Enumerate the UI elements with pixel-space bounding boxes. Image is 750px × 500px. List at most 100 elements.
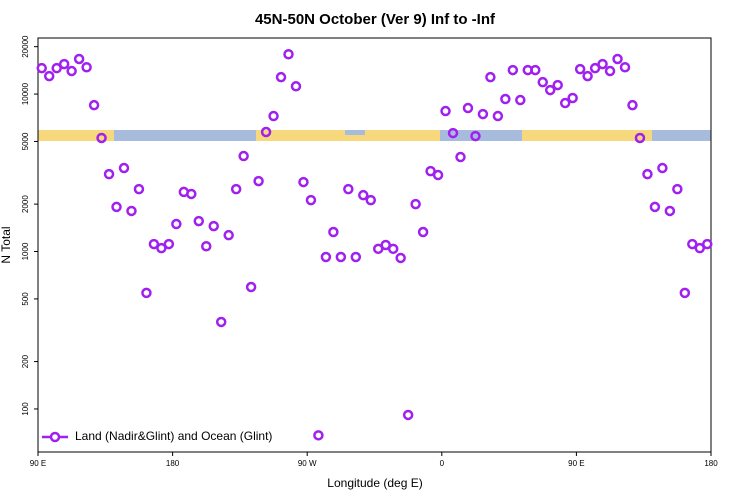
data-point xyxy=(58,58,70,70)
data-point xyxy=(283,48,294,60)
data-point xyxy=(432,169,444,181)
data-point xyxy=(275,71,287,83)
data-point xyxy=(447,127,459,139)
data-point xyxy=(305,194,317,206)
data-point xyxy=(604,65,616,77)
data-point xyxy=(358,189,369,201)
data-point xyxy=(186,188,197,200)
data-point xyxy=(133,183,145,195)
land-band xyxy=(256,130,440,141)
y-tick-label: 500 xyxy=(21,292,30,306)
data-point xyxy=(679,287,691,299)
data-point xyxy=(223,229,234,241)
data-point xyxy=(245,281,257,293)
ocean-band xyxy=(345,130,365,135)
data-point xyxy=(268,110,279,122)
data-point xyxy=(455,151,466,163)
data-point xyxy=(694,242,706,254)
data-point xyxy=(320,251,332,263)
data-point xyxy=(156,242,167,254)
data-point xyxy=(171,218,182,230)
data-point xyxy=(567,92,578,104)
x-tick-label: 90 W xyxy=(298,459,317,468)
data-point xyxy=(477,108,489,120)
data-point xyxy=(582,70,593,82)
data-point xyxy=(470,130,481,142)
data-point xyxy=(193,215,205,227)
data-point xyxy=(36,62,47,74)
land-band xyxy=(522,130,652,141)
data-point xyxy=(507,64,519,76)
data-point xyxy=(73,53,85,65)
data-point xyxy=(515,94,526,106)
data-point xyxy=(387,243,399,255)
data-point xyxy=(492,110,504,122)
legend-label: Land (Nadir&Glint) and Ocean (Glint) xyxy=(75,429,272,443)
data-point xyxy=(544,84,556,96)
data-point xyxy=(664,205,676,217)
data-point xyxy=(627,99,638,111)
data-point xyxy=(43,70,55,82)
y-axis-label: N Total xyxy=(0,226,13,263)
y-tick-label: 5000 xyxy=(21,132,30,150)
data-point xyxy=(687,238,698,250)
data-point xyxy=(201,241,212,252)
data-point xyxy=(328,226,339,238)
data-point xyxy=(589,62,601,74)
data-point xyxy=(111,201,122,213)
x-tick-label: 180 xyxy=(704,459,718,468)
data-point xyxy=(642,168,653,180)
data-point xyxy=(350,251,362,263)
data-point xyxy=(253,175,264,187)
data-point xyxy=(530,64,541,76)
data-point xyxy=(619,61,631,73)
x-tick-label: 0 xyxy=(440,459,445,468)
data-point xyxy=(51,62,62,74)
data-point xyxy=(365,194,377,206)
data-point xyxy=(612,53,623,65)
data-point xyxy=(118,162,130,174)
data-point xyxy=(88,99,100,111)
data-point xyxy=(672,183,683,195)
data-point xyxy=(313,430,324,441)
data-point xyxy=(649,201,661,213)
data-point xyxy=(537,76,548,88)
data-point xyxy=(148,238,160,250)
data-point xyxy=(500,93,511,105)
data-point xyxy=(410,198,421,210)
y-tick-label: 10000 xyxy=(21,82,30,105)
data-point xyxy=(81,61,92,73)
y-tick-label: 2000 xyxy=(21,195,30,213)
data-point xyxy=(440,105,451,117)
data-point xyxy=(559,97,571,109)
data-point xyxy=(96,132,107,144)
data-point xyxy=(462,102,474,114)
data-point xyxy=(215,316,227,328)
x-tick-label: 90 E xyxy=(30,459,46,468)
data-point xyxy=(126,205,137,217)
data-point xyxy=(290,81,302,92)
data-point xyxy=(103,168,115,180)
data-point xyxy=(702,238,713,250)
data-point xyxy=(574,63,586,75)
data-point xyxy=(417,226,429,238)
x-axis-label: Longitude (deg E) xyxy=(327,476,422,490)
data-point xyxy=(485,71,496,83)
data-point xyxy=(208,220,219,232)
data-point xyxy=(597,58,608,70)
data-point xyxy=(163,238,175,250)
x-tick-label: 180 xyxy=(166,459,180,468)
y-tick-label: 20000 xyxy=(21,35,30,58)
data-point xyxy=(657,162,668,174)
y-tick-label: 100 xyxy=(21,402,30,416)
land-band xyxy=(38,130,114,141)
chart-title: 45N-50N October (Ver 9) Inf to -Inf xyxy=(255,11,496,28)
data-point xyxy=(298,176,309,188)
y-tick-label: 200 xyxy=(21,354,30,368)
data-point xyxy=(335,251,347,263)
data-point xyxy=(238,150,249,162)
data-point xyxy=(230,183,242,195)
x-tick-label: 90 E xyxy=(568,459,584,468)
data-point xyxy=(141,287,152,299)
